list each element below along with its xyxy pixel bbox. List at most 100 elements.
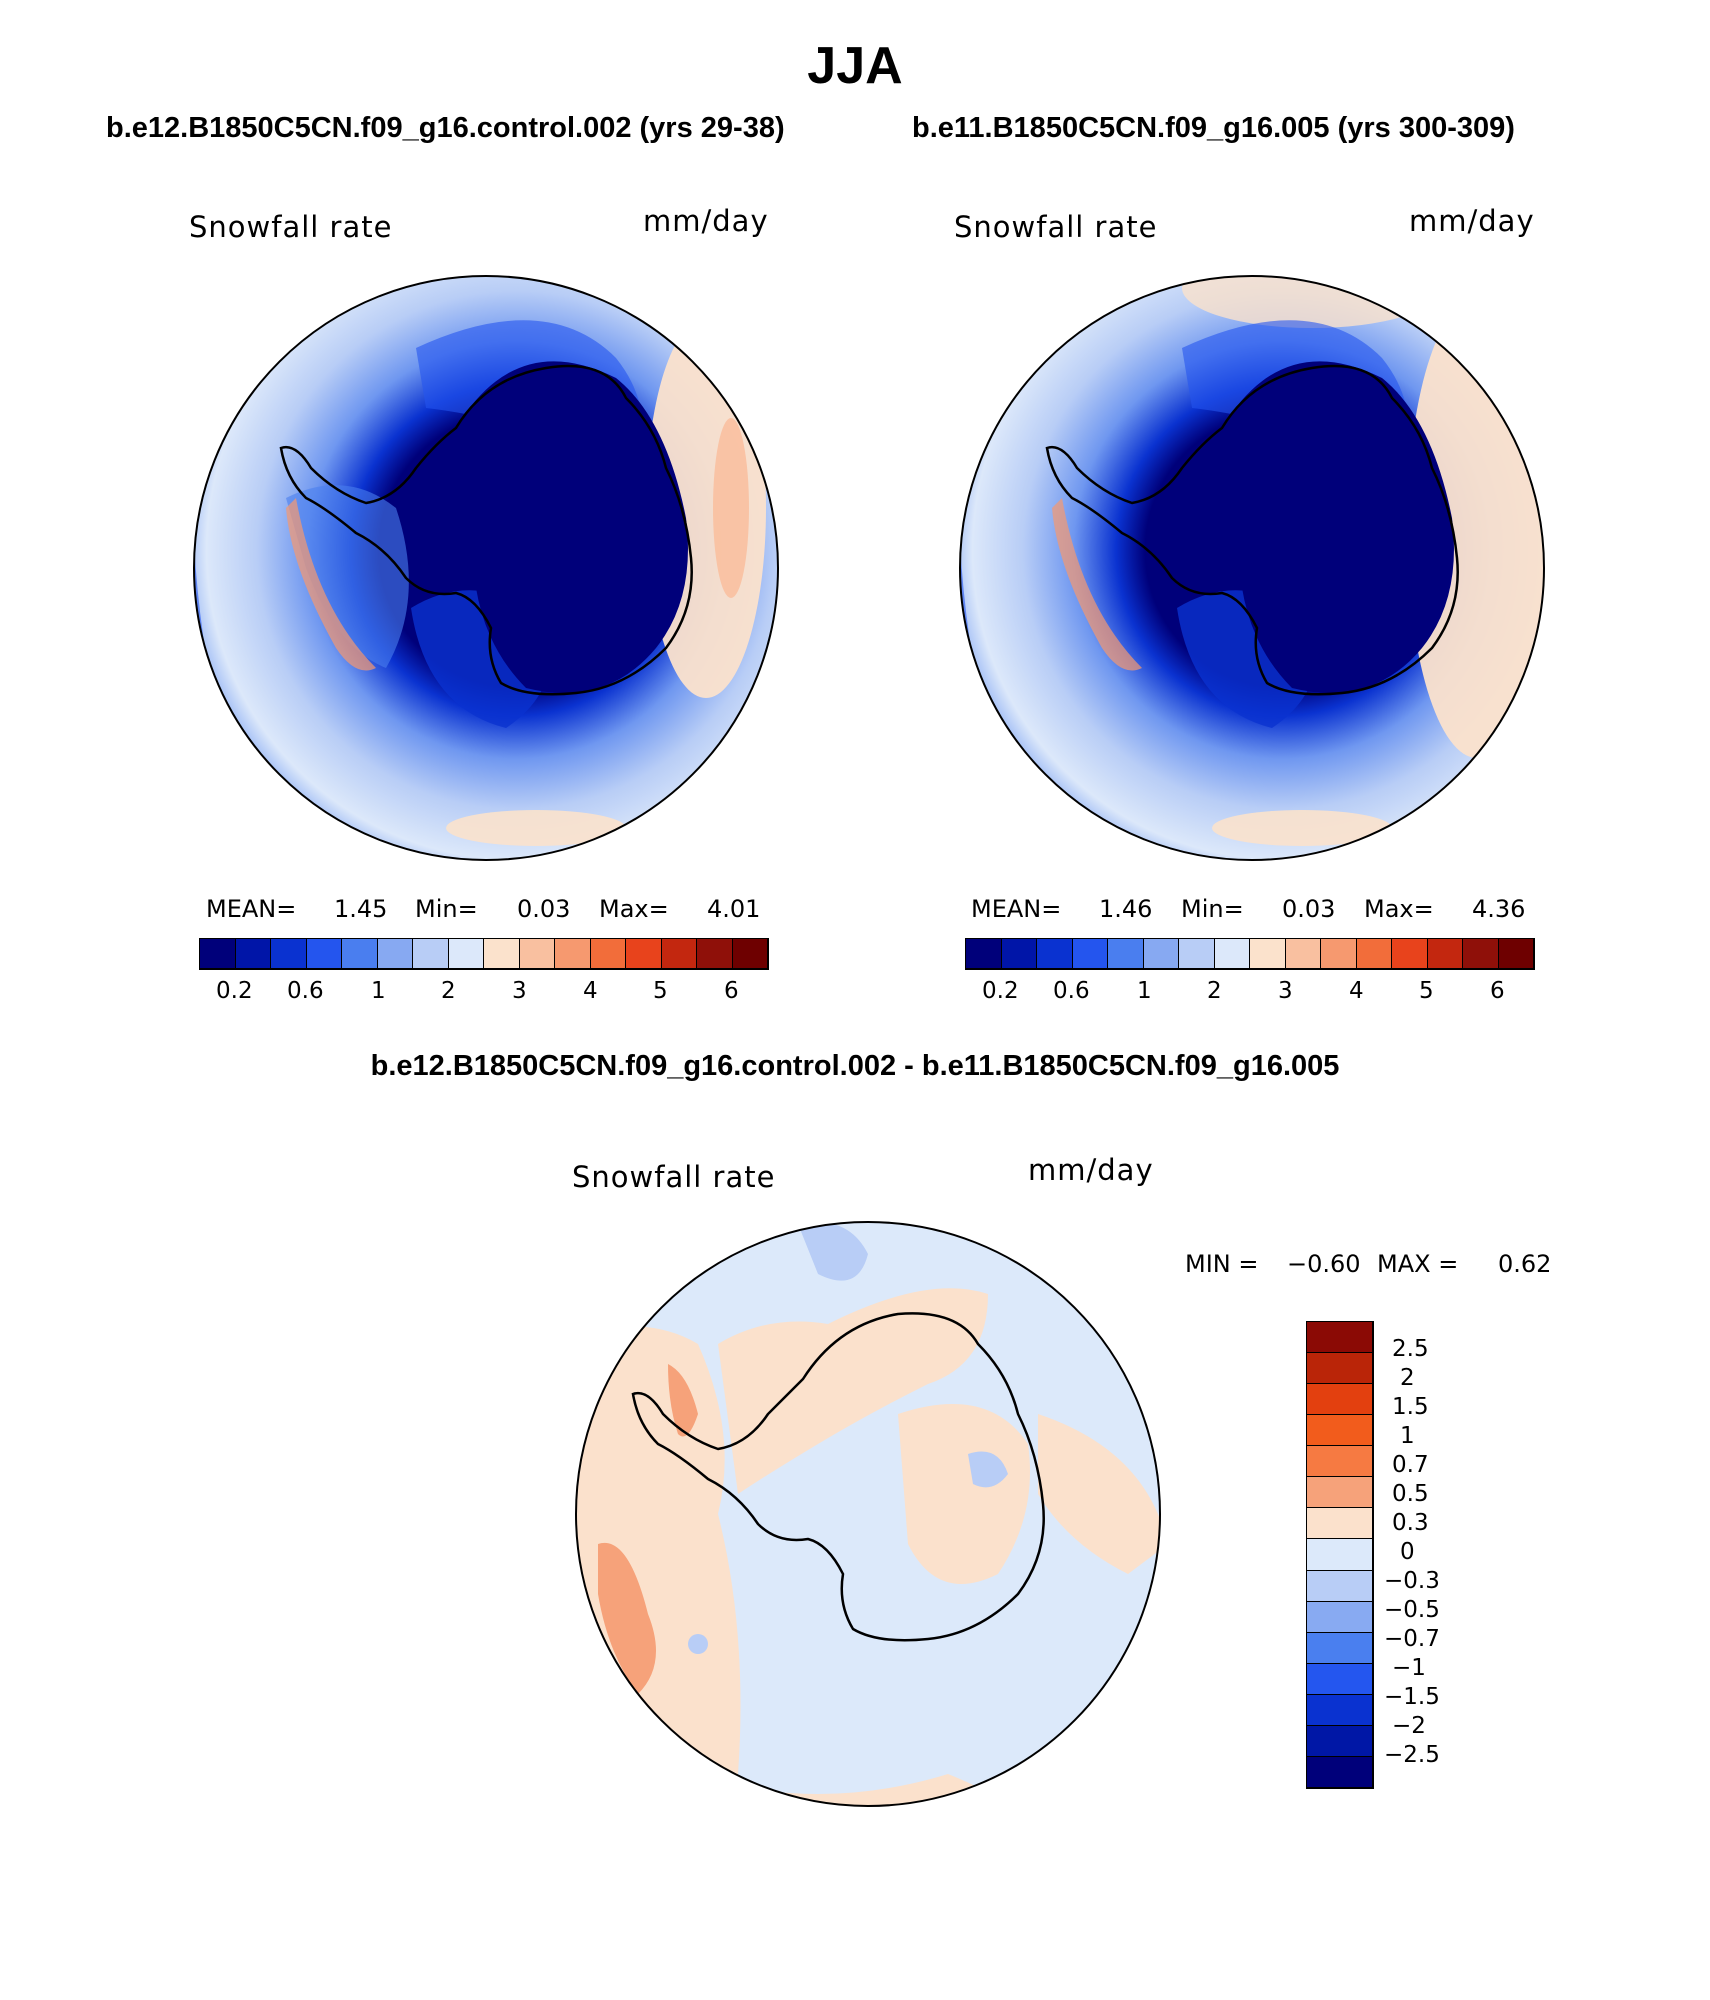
colorbar-swatch bbox=[271, 939, 307, 969]
season-title: JJA bbox=[807, 37, 903, 95]
colorbar-swatch bbox=[1307, 1601, 1373, 1633]
colorbar-swatch bbox=[200, 939, 236, 969]
colorbar-swatch bbox=[1307, 1477, 1373, 1509]
colorbar-swatch bbox=[1307, 1446, 1373, 1478]
panel2-cbar-tick: 4 bbox=[1349, 978, 1364, 1004]
panel2-cbar-tick: 2 bbox=[1207, 978, 1222, 1004]
panel1-cbar-tick: 0.6 bbox=[287, 978, 324, 1004]
diff-cbar-tick: 0.5 bbox=[1392, 1481, 1429, 1507]
diff-cbar-tick: −1.5 bbox=[1384, 1684, 1440, 1710]
colorbar-swatch bbox=[1321, 939, 1357, 969]
diff-min-value: −0.60 bbox=[1287, 1250, 1361, 1278]
colorbar-swatch bbox=[1250, 939, 1286, 969]
panel1-cbar-tick: 2 bbox=[441, 978, 456, 1004]
colorbar-swatch bbox=[1143, 939, 1179, 969]
panel1-max-label: Max= bbox=[599, 895, 669, 923]
panel2-mean-label: MEAN= bbox=[971, 895, 1062, 923]
diff-map bbox=[575, 1221, 1161, 1807]
diff-colorbar bbox=[1306, 1321, 1374, 1789]
colorbar-swatch bbox=[413, 939, 449, 969]
diff-cbar-tick: 1 bbox=[1400, 1423, 1415, 1449]
panel1-cbar-tick: 1 bbox=[371, 978, 386, 1004]
panel1-cbar-tick: 0.2 bbox=[216, 978, 253, 1004]
panel1-mean-label: MEAN= bbox=[206, 895, 297, 923]
diff-cbar-tick: −2.5 bbox=[1384, 1742, 1440, 1768]
colorbar-swatch bbox=[661, 939, 697, 969]
colorbar-swatch bbox=[1392, 939, 1428, 969]
colorbar-swatch bbox=[1307, 1539, 1373, 1571]
panel2-map bbox=[959, 275, 1545, 861]
panel2-cbar-tick: 6 bbox=[1490, 978, 1505, 1004]
diff-variable-label: Snowfall rate bbox=[572, 1160, 776, 1194]
panel1-cbar-tick: 5 bbox=[653, 978, 668, 1004]
panel2-cbar-tick: 1 bbox=[1137, 978, 1152, 1004]
panel1-max-value: 4.01 bbox=[707, 895, 761, 923]
panel1-cbar-tick: 6 bbox=[724, 978, 739, 1004]
colorbar-swatch bbox=[1214, 939, 1250, 969]
diff-cbar-tick: −1 bbox=[1392, 1655, 1426, 1681]
colorbar-swatch bbox=[1307, 1632, 1373, 1664]
diff-cbar-tick: −2 bbox=[1392, 1713, 1426, 1739]
colorbar-swatch bbox=[590, 939, 626, 969]
diff-units-label: mm/day bbox=[1028, 1153, 1154, 1187]
colorbar-swatch bbox=[342, 939, 378, 969]
colorbar-swatch bbox=[519, 939, 555, 969]
panel2-min-label: Min= bbox=[1181, 895, 1244, 923]
diff-cbar-tick: 1.5 bbox=[1392, 1394, 1429, 1420]
colorbar-swatch bbox=[1307, 1353, 1373, 1385]
colorbar-swatch bbox=[1037, 939, 1073, 969]
panel2-cbar-tick: 3 bbox=[1278, 978, 1293, 1004]
panel1-units-label: mm/day bbox=[643, 204, 769, 238]
panel1-min-value: 0.03 bbox=[517, 895, 571, 923]
colorbar-swatch bbox=[306, 939, 342, 969]
panel2-cbar-tick: 5 bbox=[1419, 978, 1434, 1004]
colorbar-swatch bbox=[1307, 1725, 1373, 1757]
colorbar-swatch bbox=[1307, 1415, 1373, 1447]
diff-title: b.e12.B1850C5CN.f09_g16.control.002 - b.… bbox=[370, 1050, 1340, 1082]
panel2-colorbar bbox=[965, 938, 1535, 970]
colorbar-swatch bbox=[1179, 939, 1215, 969]
colorbar-swatch bbox=[1307, 1570, 1373, 1602]
panel1-map bbox=[193, 275, 779, 861]
diff-max-label: MAX = bbox=[1377, 1250, 1459, 1278]
diff-cbar-tick: 0.3 bbox=[1392, 1510, 1429, 1536]
panel2-min-value: 0.03 bbox=[1282, 895, 1336, 923]
panel2-mean-value: 1.46 bbox=[1099, 895, 1153, 923]
panel1-variable-label: Snowfall rate bbox=[189, 210, 393, 244]
colorbar-swatch bbox=[1307, 1694, 1373, 1726]
colorbar-swatch bbox=[448, 939, 484, 969]
panel1-min-label: Min= bbox=[415, 895, 478, 923]
panel2-variable-label: Snowfall rate bbox=[954, 210, 1158, 244]
panel2-cbar-tick: 0.2 bbox=[982, 978, 1019, 1004]
diff-max-value: 0.62 bbox=[1498, 1250, 1552, 1278]
panel2-max-label: Max= bbox=[1364, 895, 1434, 923]
diff-cbar-tick: −0.5 bbox=[1384, 1597, 1440, 1623]
diff-cbar-tick: 0.7 bbox=[1392, 1452, 1429, 1478]
colorbar-swatch bbox=[1356, 939, 1392, 969]
diff-cbar-tick: 2 bbox=[1400, 1365, 1415, 1391]
colorbar-swatch bbox=[1001, 939, 1037, 969]
colorbar-swatch bbox=[1498, 939, 1534, 969]
diff-colorbar-labels: 2.5 2 1.5 1 0.7 0.5 0.3 0 −0.3 −0.5 −0.7… bbox=[1384, 1336, 1484, 1786]
diff-cbar-tick: −0.3 bbox=[1384, 1568, 1440, 1594]
panel2-units-label: mm/day bbox=[1409, 204, 1535, 238]
panel2-case-title: b.e11.B1850C5CN.f09_g16.005 (yrs 300-309… bbox=[912, 112, 1515, 144]
colorbar-swatch bbox=[1285, 939, 1321, 969]
colorbar-swatch bbox=[1307, 1756, 1373, 1788]
diff-cbar-tick: 0 bbox=[1400, 1539, 1415, 1565]
colorbar-swatch bbox=[626, 939, 662, 969]
panel1-colorbar bbox=[199, 938, 769, 970]
colorbar-swatch bbox=[555, 939, 591, 969]
colorbar-swatch bbox=[1307, 1322, 1373, 1354]
colorbar-swatch bbox=[1072, 939, 1108, 969]
colorbar-swatch bbox=[966, 939, 1002, 969]
diff-cbar-tick: 2.5 bbox=[1392, 1336, 1429, 1362]
panel1-case-title: b.e12.B1850C5CN.f09_g16.control.002 (yrs… bbox=[106, 112, 785, 144]
colorbar-swatch bbox=[1108, 939, 1144, 969]
colorbar-swatch bbox=[377, 939, 413, 969]
panel2-cbar-tick: 0.6 bbox=[1053, 978, 1090, 1004]
panel1-mean-value: 1.45 bbox=[334, 895, 388, 923]
diff-cbar-tick: −0.7 bbox=[1384, 1626, 1440, 1652]
panel1-cbar-tick: 3 bbox=[512, 978, 527, 1004]
panel2-max-value: 4.36 bbox=[1472, 895, 1526, 923]
